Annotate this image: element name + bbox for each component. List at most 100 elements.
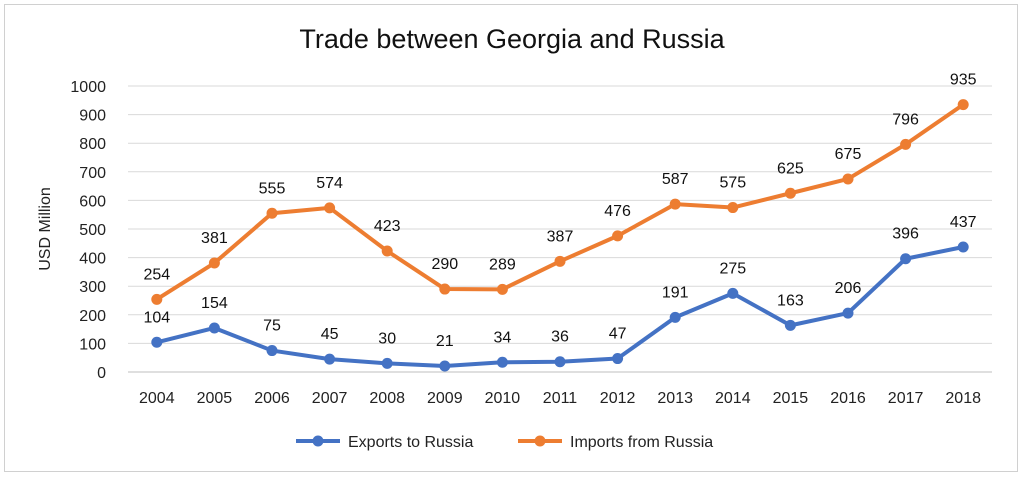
data-label: 796 <box>892 111 919 128</box>
data-label: 381 <box>201 230 228 247</box>
data-point <box>957 99 969 111</box>
y-tick-label: 0 <box>97 365 106 382</box>
data-point <box>842 307 854 319</box>
legend-item-2: Imports from Russia <box>518 434 713 451</box>
data-label: 437 <box>950 214 977 231</box>
data-point <box>266 207 278 219</box>
x-tick-label: 2005 <box>197 390 233 407</box>
data-labels: 104 154 75 45 30 21 34 36 47 191 275 163 206 396 437 25… <box>143 72 976 350</box>
legend-swatch-marker <box>312 435 324 447</box>
x-tick-label: 2008 <box>369 390 405 407</box>
data-point <box>669 311 681 323</box>
data-label: 36 <box>551 329 569 346</box>
data-point <box>669 198 681 210</box>
data-label: 675 <box>835 146 862 163</box>
y-tick-label: 300 <box>79 279 106 296</box>
data-label: 423 <box>374 218 401 235</box>
data-label: 289 <box>489 256 516 273</box>
data-point <box>554 255 566 267</box>
data-point <box>324 202 336 214</box>
data-point <box>784 187 796 199</box>
data-label: 625 <box>777 160 804 177</box>
x-tick-label: 2015 <box>773 390 809 407</box>
data-label: 21 <box>436 333 454 350</box>
x-tick-label: 2004 <box>139 390 175 407</box>
data-label: 587 <box>662 171 689 188</box>
y-tick-label: 700 <box>79 165 106 182</box>
data-point <box>151 336 163 348</box>
data-label: 191 <box>662 284 689 301</box>
legend-item-1: Exports to Russia <box>296 434 473 451</box>
data-label: 30 <box>378 330 396 347</box>
data-label: 575 <box>719 175 746 192</box>
data-point <box>266 345 278 357</box>
data-point <box>381 245 393 257</box>
data-label: 574 <box>316 175 343 192</box>
legend-label: Exports to Russia <box>348 434 473 451</box>
data-point <box>496 283 508 295</box>
data-label: 75 <box>263 318 281 335</box>
chart-title: Trade between Georgia and Russia <box>299 24 725 54</box>
x-tick-label: 2009 <box>427 390 463 407</box>
data-label: 290 <box>431 256 458 273</box>
x-tick-label: 2011 <box>543 390 578 407</box>
y-axis-ticks: 0 100 200 300 400 500 600 700 800 900 1000 <box>70 79 106 382</box>
y-axis-label: USD Million <box>37 187 54 271</box>
data-point <box>208 322 220 334</box>
data-label: 387 <box>547 228 574 245</box>
legend: Exports to Russia Imports from Russia <box>296 434 713 451</box>
y-tick-label: 1000 <box>70 79 106 96</box>
data-label: 555 <box>259 180 286 197</box>
x-tick-label: 2014 <box>715 390 751 407</box>
x-tick-label: 2018 <box>945 390 981 407</box>
data-point <box>727 287 739 299</box>
data-point <box>324 353 336 365</box>
data-point <box>900 253 912 265</box>
data-point <box>439 360 451 372</box>
data-point <box>612 353 624 365</box>
data-label: 154 <box>201 295 228 312</box>
data-point <box>612 230 624 242</box>
data-label: 254 <box>143 266 170 283</box>
y-tick-label: 100 <box>79 336 106 353</box>
x-tick-label: 2007 <box>312 390 348 407</box>
data-label: 45 <box>321 326 339 343</box>
y-tick-label: 200 <box>79 308 106 325</box>
data-label: 396 <box>892 226 919 243</box>
data-label: 206 <box>835 280 862 297</box>
gridlines <box>128 85 992 373</box>
data-point <box>784 319 796 331</box>
data-point <box>727 202 739 214</box>
data-label: 163 <box>777 292 804 309</box>
y-tick-label: 800 <box>79 136 106 153</box>
data-point <box>554 356 566 368</box>
x-tick-label: 2016 <box>830 390 866 407</box>
data-label: 275 <box>719 260 746 277</box>
legend-swatch-marker <box>534 435 546 447</box>
x-tick-label: 2010 <box>485 390 521 407</box>
data-point <box>496 356 508 368</box>
series-layer <box>151 99 969 372</box>
legend-label: Imports from Russia <box>570 434 713 451</box>
x-axis-ticks: 2004 2005 2006 2007 2008 2009 2010 2011 2012 2013… <box>139 390 981 407</box>
data-point <box>439 283 451 295</box>
data-point <box>151 293 163 305</box>
chart-frame <box>4 4 1018 472</box>
y-tick-label: 600 <box>79 193 106 210</box>
y-tick-label: 400 <box>79 251 106 268</box>
y-tick-label: 900 <box>79 108 106 125</box>
x-tick-label: 2012 <box>600 390 636 407</box>
data-point <box>900 138 912 150</box>
data-label: 47 <box>609 326 627 343</box>
data-point <box>842 173 854 185</box>
series-1 <box>151 241 969 372</box>
data-point <box>381 357 393 369</box>
series-line <box>154 102 966 302</box>
data-point <box>208 257 220 269</box>
data-label: 476 <box>604 203 631 220</box>
x-tick-label: 2017 <box>888 390 924 407</box>
y-tick-label: 500 <box>79 222 106 239</box>
data-label: 935 <box>950 72 977 89</box>
data-label: 104 <box>143 309 170 326</box>
